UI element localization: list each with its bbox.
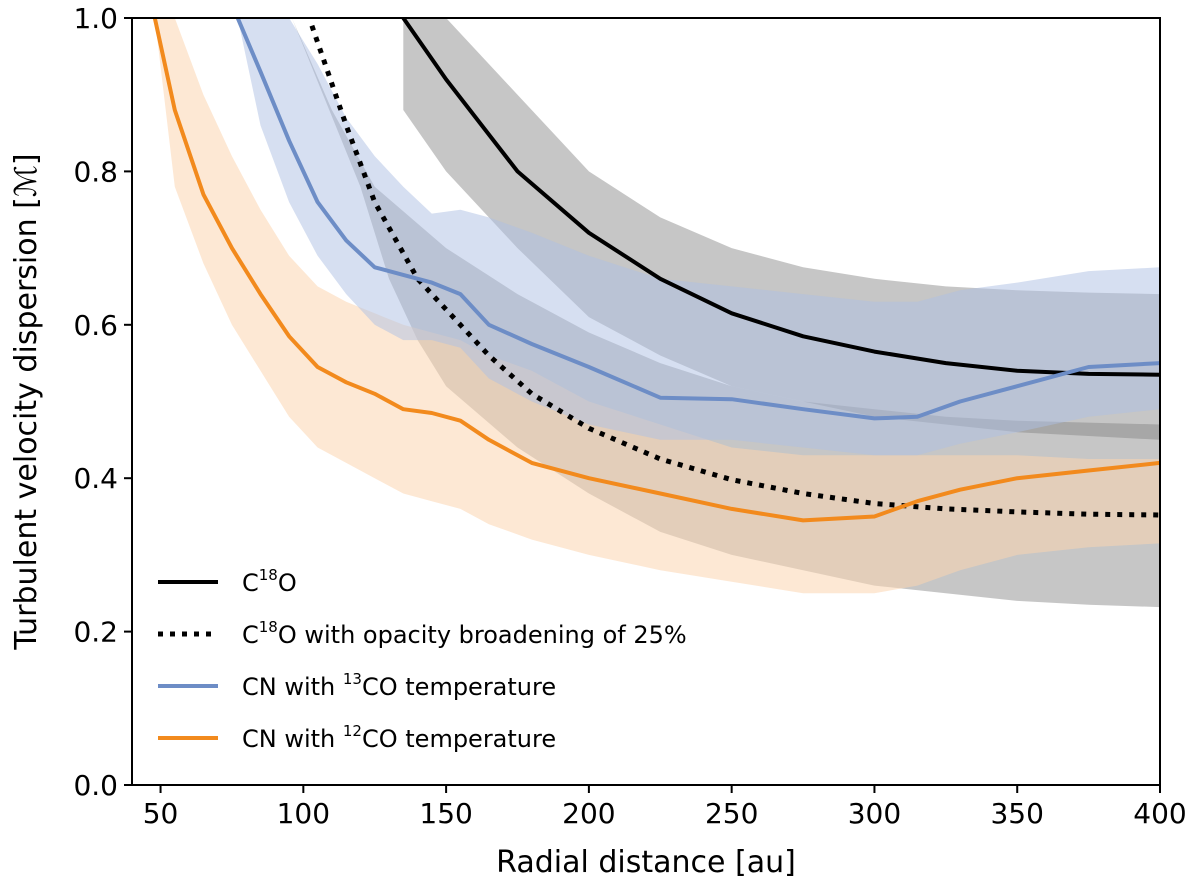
line-cn-with-13co-temperature — [235, 18, 1160, 421]
band-cn-with-12co-temperature — [154, 18, 1160, 594]
x-tick-label: 50 — [143, 797, 179, 830]
legend-label-c18o-with-opacity-broadening-of-25: C18O with opacity broadening of 25% — [242, 618, 687, 649]
uncertainty-bands — [154, 18, 1160, 608]
y-axis-label: Turbulent velocity dispersion [ℳ] — [9, 153, 44, 650]
x-axis-ticks: 50 100 150 200 250 300 350 400 — [143, 785, 1187, 830]
y-tick-label: 0.4 — [73, 462, 118, 495]
x-tick-label: 350 — [990, 797, 1043, 830]
line-cn-with-12co-temperature — [152, 18, 1160, 523]
legend-label-cn-with-13co-temperature: CN with 13CO temperature — [242, 670, 556, 701]
x-tick-label: 300 — [848, 797, 901, 830]
x-tick-label: 100 — [277, 797, 330, 830]
x-tick-label: 150 — [419, 797, 472, 830]
y-axis-ticks: 0.0 0.2 0.4 0.6 0.8 1.0 — [73, 2, 132, 802]
y-tick-label: 0.0 — [73, 769, 118, 802]
legend-label-cn-with-12co-temperature: CN with 12CO temperature — [242, 722, 556, 753]
y-tick-label: 0.8 — [73, 155, 118, 188]
x-tick-label: 200 — [562, 797, 615, 830]
legend-label-c18o: C18O — [242, 566, 297, 597]
line-c18o-with-opacity-broadening-of-25 — [309, 24, 1160, 518]
y-tick-label: 0.2 — [73, 616, 118, 649]
x-tick-label: 250 — [705, 797, 758, 830]
y-tick-label: 0.6 — [73, 309, 118, 342]
band-cn-with-13co-temperature — [237, 18, 1160, 456]
y-tick-label: 1.0 — [73, 2, 118, 35]
line-c18o — [401, 18, 1160, 377]
series-lines — [152, 18, 1160, 523]
x-axis-label: Radial distance [au] — [496, 845, 796, 880]
plot-frame — [131, 17, 1161, 786]
legend: C18O C18O with opacity broadening of 25% C… — [158, 566, 687, 753]
x-tick-label: 400 — [1133, 797, 1186, 830]
